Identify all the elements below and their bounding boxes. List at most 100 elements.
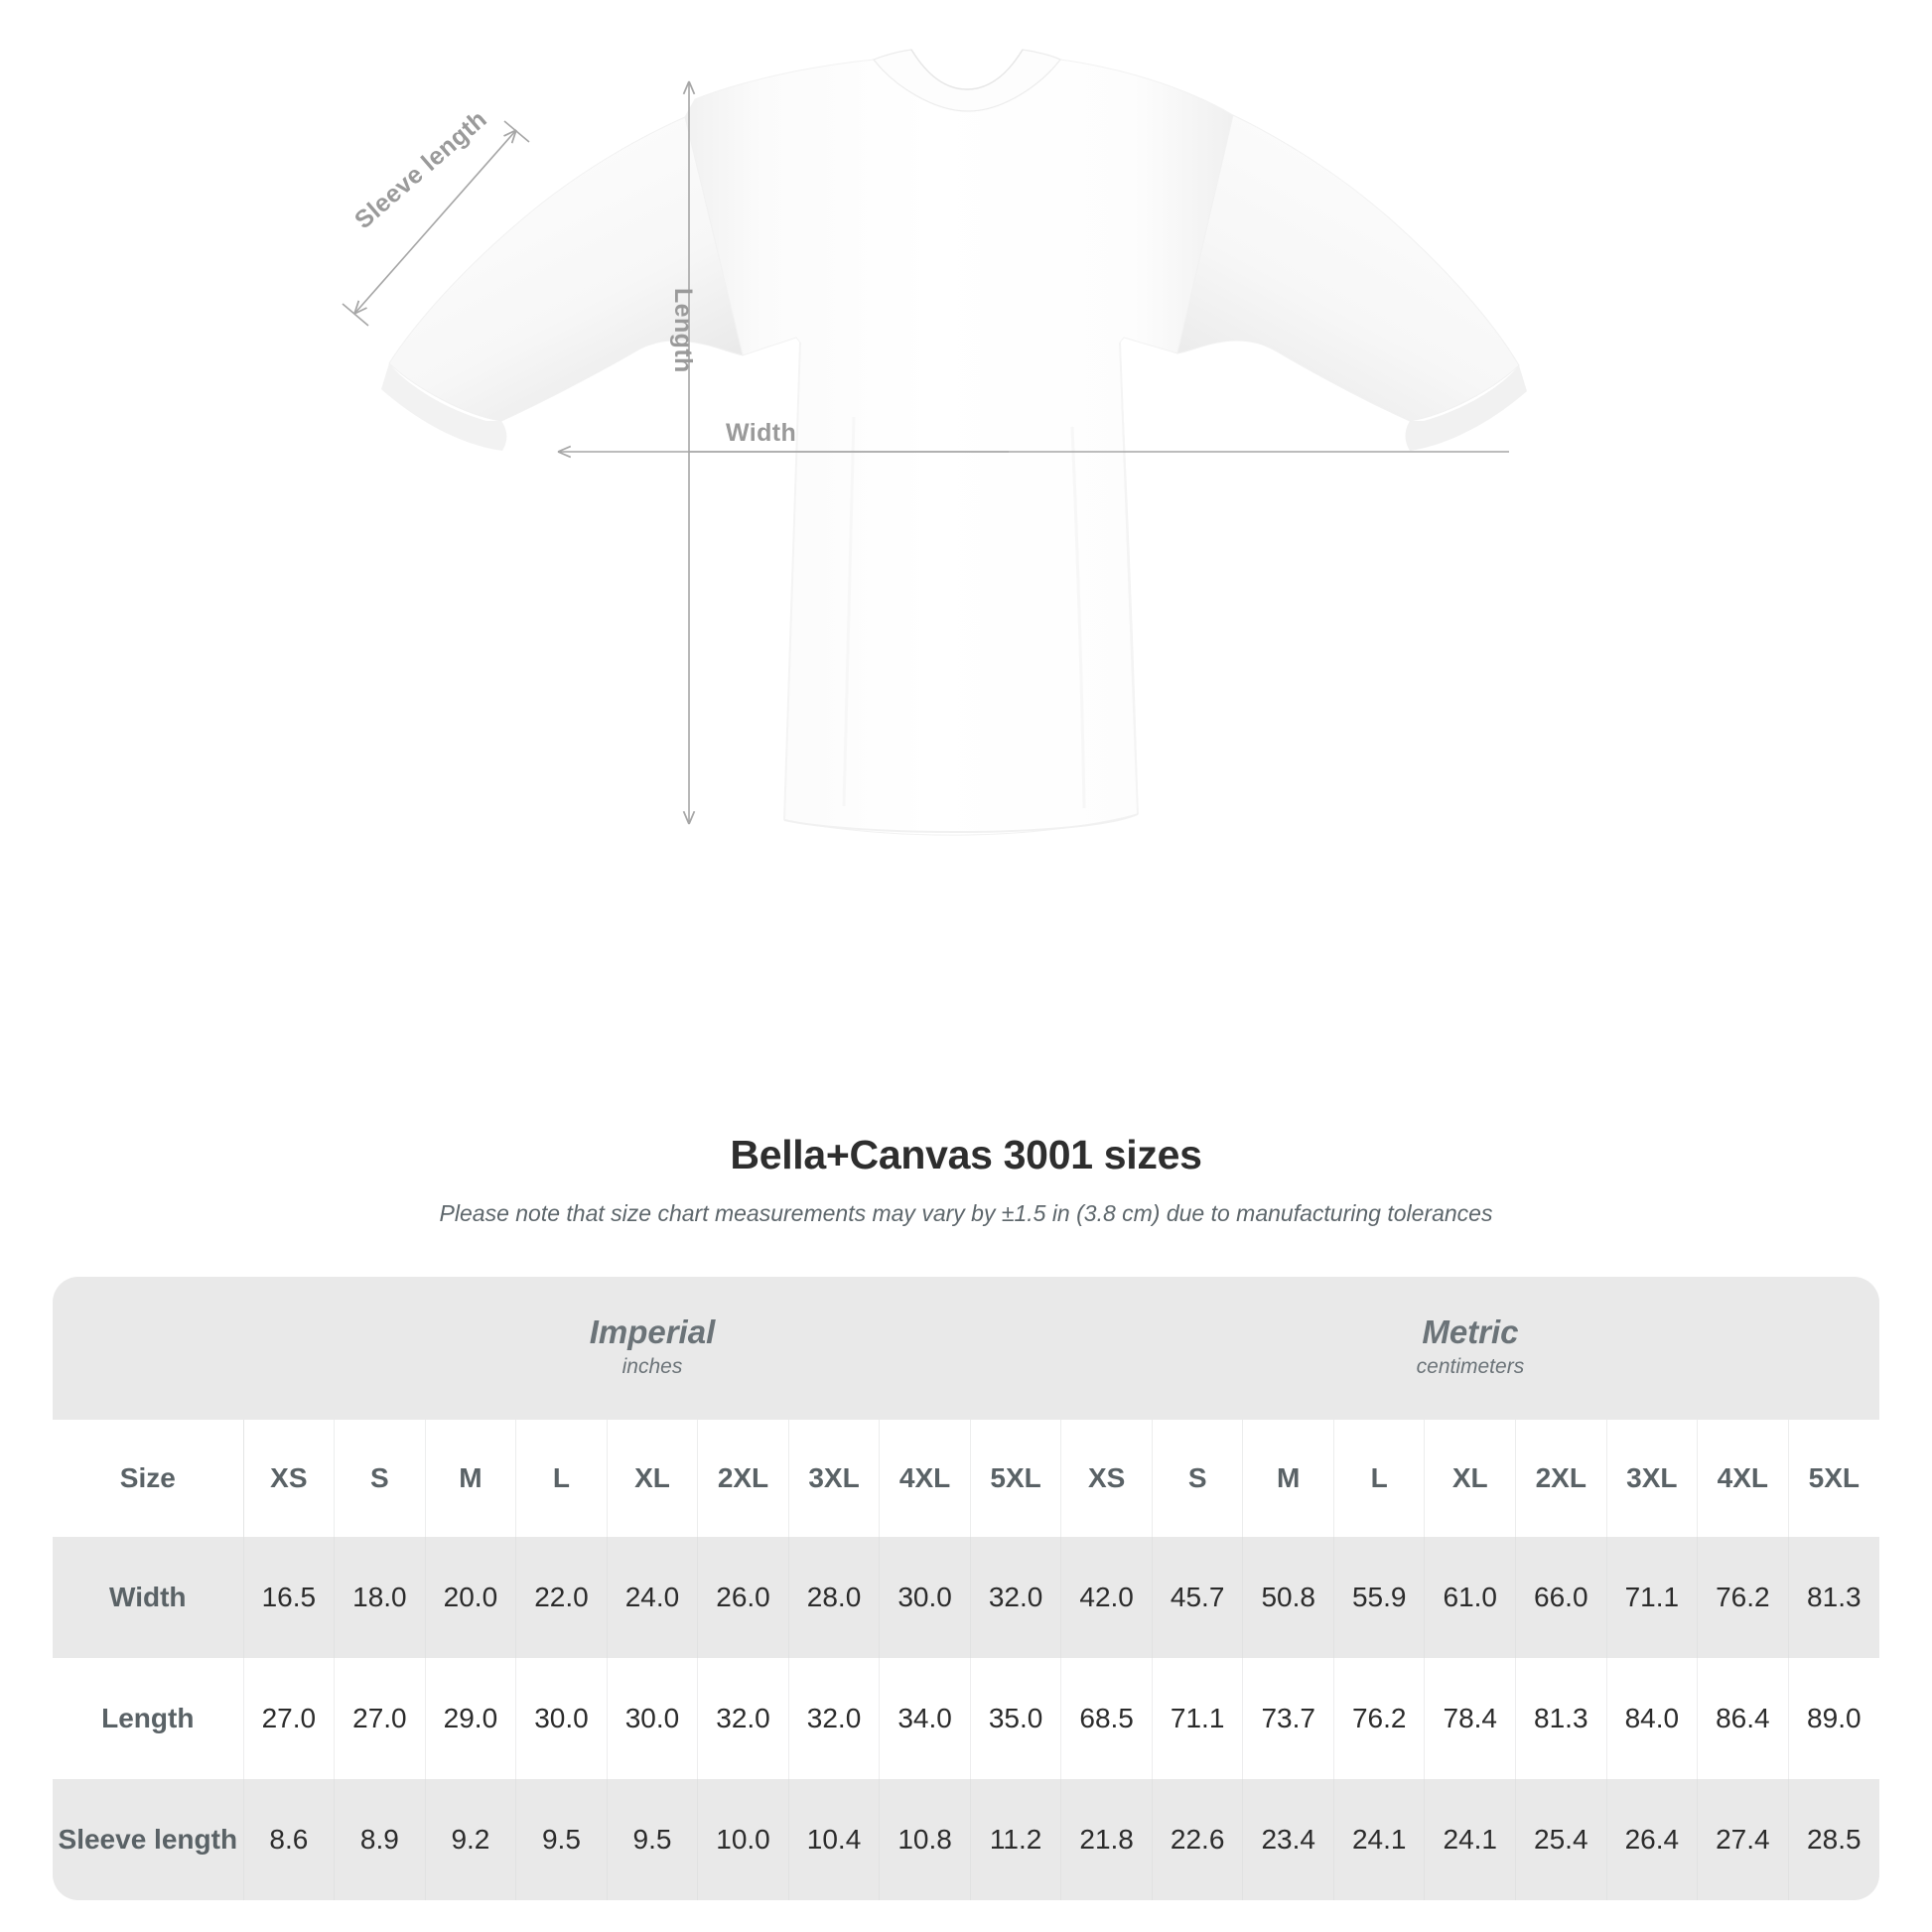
size-header-label: Size xyxy=(119,1462,176,1493)
measurement-cell: 29.0 xyxy=(425,1658,517,1779)
measurement-cell: 71.1 xyxy=(1606,1537,1699,1658)
measurement-value: 30.0 xyxy=(624,1703,680,1733)
measurement-cell: 34.0 xyxy=(879,1658,971,1779)
size-label: 3XL xyxy=(808,1462,860,1493)
tshirt-diagram: Sleeve length Length Width xyxy=(342,49,1527,836)
measurement-cell: 76.2 xyxy=(1697,1537,1789,1658)
size-label: S xyxy=(1187,1462,1207,1493)
measurement-cell: 8.9 xyxy=(334,1779,426,1900)
measurement-cell: 9.5 xyxy=(515,1779,608,1900)
measurement-cell: 35.0 xyxy=(970,1658,1062,1779)
size-column-header: M xyxy=(425,1420,517,1537)
measurement-cell: 27.4 xyxy=(1697,1779,1789,1900)
measurement-cell: 32.0 xyxy=(970,1537,1062,1658)
measurement-cell: 27.0 xyxy=(334,1658,426,1779)
measurement-row-header: Length xyxy=(53,1658,244,1779)
shirt-body-shape xyxy=(381,49,1527,836)
measurement-cell: 89.0 xyxy=(1788,1658,1879,1779)
size-label: 3XL xyxy=(1626,1462,1678,1493)
size-column-header: S xyxy=(1152,1420,1244,1537)
measurement-value: 10.4 xyxy=(806,1824,862,1855)
unit-header-spacer xyxy=(53,1277,244,1420)
measurement-cell: 18.0 xyxy=(334,1537,426,1658)
measurement-value: 22.6 xyxy=(1170,1824,1225,1855)
measurement-value: 78.4 xyxy=(1443,1703,1498,1733)
measurement-cell: 10.4 xyxy=(788,1779,881,1900)
measurement-cell: 11.2 xyxy=(970,1779,1062,1900)
chart-title-block: Bella+Canvas 3001 sizes Please note that… xyxy=(0,1132,1932,1227)
measurement-cell: 16.5 xyxy=(243,1537,336,1658)
size-column-header: 3XL xyxy=(788,1420,881,1537)
unit-group-name: Metric xyxy=(1422,1313,1519,1351)
measurement-value: 16.5 xyxy=(261,1582,317,1612)
measurement-cell: 10.8 xyxy=(879,1779,971,1900)
size-label: 2XL xyxy=(1535,1462,1587,1493)
size-label: XL xyxy=(1451,1462,1488,1493)
size-column-header: M xyxy=(1242,1420,1334,1537)
measurement-value: 28.0 xyxy=(806,1582,862,1612)
measurement-value: 24.0 xyxy=(624,1582,680,1612)
measurement-cell: 20.0 xyxy=(425,1537,517,1658)
measurement-value: 8.6 xyxy=(269,1824,309,1855)
size-column-header: XS xyxy=(1060,1420,1153,1537)
measurement-cell: 21.8 xyxy=(1060,1779,1153,1900)
measurement-cell: 32.0 xyxy=(788,1658,881,1779)
tshirt-illustration xyxy=(342,49,1527,836)
measurement-value: 32.0 xyxy=(806,1703,862,1733)
measurement-cell: 23.4 xyxy=(1242,1779,1334,1900)
measurement-value: 81.3 xyxy=(1534,1703,1588,1733)
size-label: 2XL xyxy=(717,1462,769,1493)
measurement-cell: 86.4 xyxy=(1697,1658,1789,1779)
measurement-value: 10.8 xyxy=(897,1824,952,1855)
size-header-row: Size XS S M L XL 2XL 3XL 4XL 5XL XS S M L XL 2XL 3XL 4XL 5… xyxy=(53,1420,1879,1537)
measurement-cell: 30.0 xyxy=(515,1658,608,1779)
measurement-value: 22.0 xyxy=(534,1582,589,1612)
size-column-header: 4XL xyxy=(1697,1420,1789,1537)
measurement-value: 27.0 xyxy=(352,1703,407,1733)
measurement-value: 68.5 xyxy=(1079,1703,1134,1733)
measurement-value: 81.3 xyxy=(1807,1582,1862,1612)
measurement-cell: 30.0 xyxy=(607,1658,699,1779)
size-column-header: 2XL xyxy=(697,1420,789,1537)
size-column-header: 2XL xyxy=(1515,1420,1607,1537)
measurement-value: 9.5 xyxy=(632,1824,672,1855)
measurement-value: 18.0 xyxy=(352,1582,407,1612)
measurement-row-header: Sleeve length xyxy=(53,1779,244,1900)
table-row: Length 27.0 27.0 29.0 30.0 30.0 32.0 32.0 34.0 35… xyxy=(53,1658,1879,1779)
size-column-header: 5XL xyxy=(970,1420,1062,1537)
measurement-value: 20.0 xyxy=(443,1582,498,1612)
size-column-header: L xyxy=(1333,1420,1426,1537)
measurement-cell: 9.2 xyxy=(425,1779,517,1900)
size-label: S xyxy=(370,1462,389,1493)
measurement-cell: 22.0 xyxy=(515,1537,608,1658)
unit-group-imperial: Imperial inches xyxy=(243,1277,1061,1420)
size-column-header: XL xyxy=(1424,1420,1517,1537)
measurement-value: 27.4 xyxy=(1716,1824,1770,1855)
tolerance-note: Please note that size chart measurements… xyxy=(439,1200,1493,1226)
measurement-cell: 30.0 xyxy=(879,1537,971,1658)
unit-group-name: Imperial xyxy=(589,1313,716,1351)
measurement-value: 34.0 xyxy=(897,1703,952,1733)
measurement-cell: 10.0 xyxy=(697,1779,789,1900)
measurement-value: 25.4 xyxy=(1534,1824,1588,1855)
size-label: XL xyxy=(634,1462,670,1493)
sleeve-length-dimension-line xyxy=(354,130,516,314)
measurement-cell: 24.1 xyxy=(1333,1779,1426,1900)
measurement-cell: 45.7 xyxy=(1152,1537,1244,1658)
size-label: L xyxy=(1370,1462,1388,1493)
measurement-value: 27.0 xyxy=(261,1703,317,1733)
measurement-cell: 76.2 xyxy=(1333,1658,1426,1779)
measurement-value: 21.8 xyxy=(1079,1824,1134,1855)
measurement-cell: 84.0 xyxy=(1606,1658,1699,1779)
measurement-value: 76.2 xyxy=(1351,1703,1407,1733)
measurement-value: 73.7 xyxy=(1261,1703,1315,1733)
measurement-value: 42.0 xyxy=(1079,1582,1134,1612)
measurement-cell: 22.6 xyxy=(1152,1779,1244,1900)
measurement-value: 24.1 xyxy=(1351,1824,1407,1855)
measurement-value: 32.0 xyxy=(988,1582,1043,1612)
measurement-label: Width xyxy=(109,1582,187,1612)
measurement-value: 71.1 xyxy=(1624,1582,1680,1612)
sleeve-tick-bottom xyxy=(342,303,369,327)
measurement-value: 35.0 xyxy=(988,1703,1043,1733)
size-label: L xyxy=(552,1462,570,1493)
